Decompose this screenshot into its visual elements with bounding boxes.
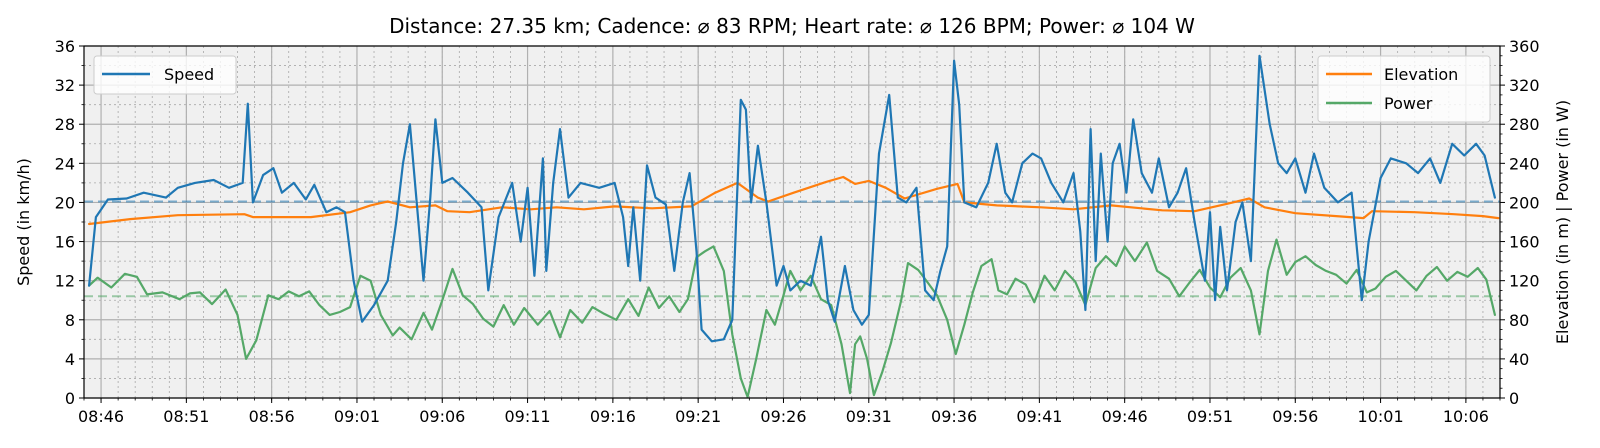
x-tick-label: 08:46 <box>78 407 124 426</box>
x-tick-label: 09:26 <box>760 407 806 426</box>
y-left-tick-label: 0 <box>65 389 75 408</box>
x-tick-label: 09:31 <box>846 407 892 426</box>
y-right-tick-label: 0 <box>1509 389 1519 408</box>
x-tick-label: 09:41 <box>1016 407 1062 426</box>
x-tick-label: 09:36 <box>931 407 977 426</box>
legend-label-speed: Speed <box>164 65 214 84</box>
x-tick-label: 08:56 <box>249 407 295 426</box>
x-tick-label: 09:21 <box>675 407 721 426</box>
axis-ticks <box>79 45 1505 403</box>
legend-label-elevation: Elevation <box>1384 65 1458 84</box>
y-left-tick-label: 12 <box>55 272 75 291</box>
x-tick-label: 09:11 <box>505 407 551 426</box>
x-tick-label: 09:16 <box>590 407 636 426</box>
y-right-tick-label: 80 <box>1509 311 1529 330</box>
legend-right-box <box>1317 55 1491 123</box>
x-tick-label: 09:46 <box>1102 407 1148 426</box>
y-axis-right-label: Elevation (in m) | Power (in W) <box>1553 100 1572 344</box>
x-tick-label: 09:06 <box>419 407 465 426</box>
axis-tick-labels: 0481216202428323604080120160200240280320… <box>55 37 1540 426</box>
y-left-tick-label: 4 <box>65 350 75 369</box>
y-right-tick-label: 200 <box>1509 193 1540 212</box>
chart-title: Distance: 27.35 km; Cadence: ⌀ 83 RPM; H… <box>389 14 1195 38</box>
series-line-elevation <box>87 175 1500 226</box>
y-left-tick-label: 24 <box>55 154 75 173</box>
y-right-tick-label: 320 <box>1509 76 1540 95</box>
y-right-tick-label: 120 <box>1509 272 1540 291</box>
legend-label-power: Power <box>1384 94 1433 113</box>
y-right-tick-label: 160 <box>1509 233 1540 252</box>
y-left-tick-label: 28 <box>55 115 75 134</box>
y-left-tick-label: 36 <box>55 37 75 56</box>
plot-area <box>84 46 1500 398</box>
x-tick-label: 09:51 <box>1187 407 1233 426</box>
x-tick-label: 09:01 <box>334 407 380 426</box>
x-tick-label: 08:51 <box>163 407 209 426</box>
series-lines <box>87 54 1500 399</box>
legend-left-box <box>93 55 237 95</box>
x-tick-label: 09:56 <box>1272 407 1318 426</box>
x-tick-label: 10:06 <box>1443 407 1489 426</box>
y-axis-left-label: Speed (in km/h) <box>14 158 33 286</box>
y-left-tick-label: 16 <box>55 233 75 252</box>
y-left-tick-label: 32 <box>55 76 75 95</box>
legend-left: Speed <box>93 55 237 95</box>
y-left-tick-label: 20 <box>55 193 75 212</box>
y-right-tick-label: 360 <box>1509 37 1540 56</box>
y-right-tick-label: 40 <box>1509 350 1529 369</box>
y-left-tick-label: 8 <box>65 311 75 330</box>
y-right-tick-label: 240 <box>1509 154 1540 173</box>
series-line-speed <box>87 54 1497 343</box>
y-right-tick-label: 280 <box>1509 115 1540 134</box>
x-tick-label: 10:01 <box>1358 407 1404 426</box>
legend-right: Elevation Power <box>1317 55 1491 123</box>
